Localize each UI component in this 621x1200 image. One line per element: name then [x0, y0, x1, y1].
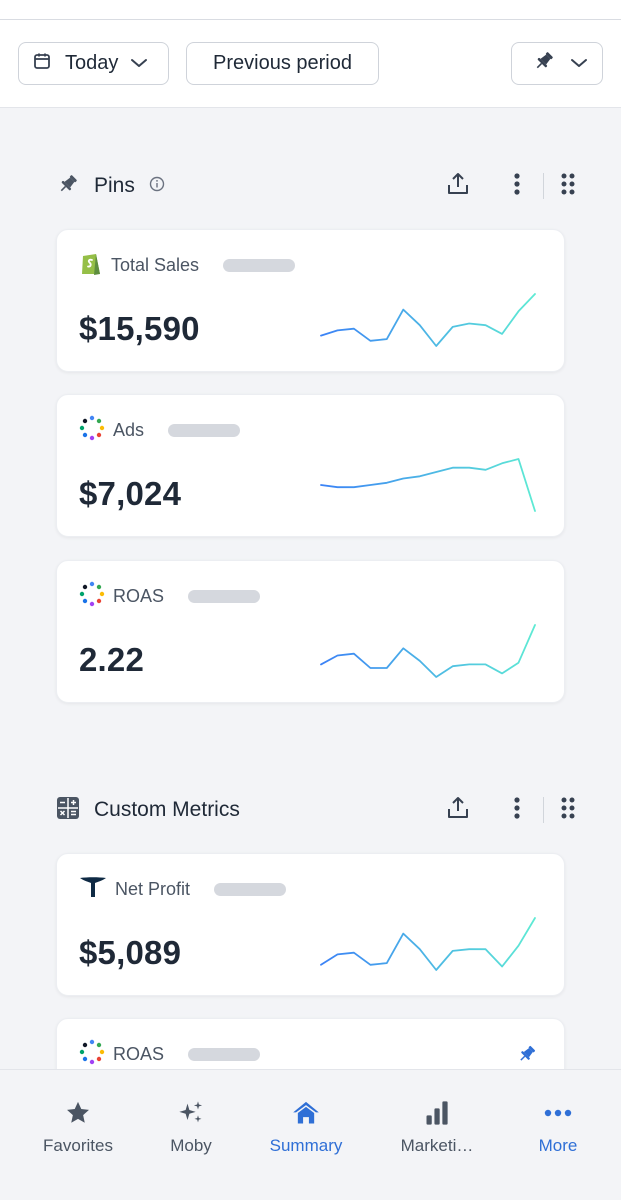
tab-summary[interactable]: Summary: [246, 1098, 366, 1156]
custom-metrics-section-header: Custom Metrics: [56, 792, 576, 828]
tab-label: More: [538, 1136, 578, 1155]
ads-dots-icon: [79, 415, 105, 446]
tab-moby[interactable]: Moby: [131, 1098, 251, 1156]
ellipsis-icon: [498, 1098, 618, 1128]
tab-label: Summary: [269, 1136, 343, 1155]
sparkline: [320, 293, 536, 347]
metric-value: $7,024: [79, 475, 182, 512]
sparkline-series: [320, 458, 536, 512]
chevron-down-icon: [570, 52, 588, 75]
loading-placeholder: [188, 589, 261, 603]
sparkline-series: [320, 624, 536, 678]
more-vertical-icon[interactable]: [513, 172, 521, 201]
share-icon[interactable]: [445, 171, 471, 202]
custom-metrics-section-title: Custom Metrics: [94, 798, 240, 821]
metric-card-roas[interactable]: ROAS 2.22: [56, 560, 565, 703]
metric-value: $5,089: [79, 934, 182, 971]
metric-name: ROAS: [113, 1043, 165, 1064]
info-icon[interactable]: [149, 176, 165, 197]
sparkline: [320, 458, 536, 512]
ads-dots-icon: [79, 1039, 105, 1070]
bar-chart-icon: [377, 1098, 497, 1128]
date-range-button[interactable]: Today: [18, 42, 169, 85]
home-icon: [246, 1098, 366, 1128]
top-divider: [0, 19, 621, 20]
tab-label: Favorites: [43, 1136, 113, 1155]
top-bar: Today Previous period: [0, 0, 621, 108]
tab-label: Moby: [170, 1136, 212, 1155]
triple-whale-icon: [79, 875, 107, 904]
compare-period-label: Previous period: [213, 52, 352, 74]
metric-card-total-sales[interactable]: Total Sales $15,590: [56, 229, 565, 372]
sparkline-series: [320, 917, 536, 971]
pin-menu-button[interactable]: [511, 42, 603, 85]
tab-more[interactable]: More: [498, 1098, 618, 1156]
loading-placeholder: [223, 258, 296, 272]
pins-section-title: Pins: [94, 174, 135, 197]
metric-name: Ads: [113, 419, 145, 440]
share-icon[interactable]: [445, 795, 471, 826]
chevron-down-icon: [130, 52, 148, 75]
metric-name: ROAS: [113, 585, 165, 606]
compare-period-button[interactable]: Previous period: [186, 42, 379, 85]
loading-placeholder: [188, 1047, 261, 1061]
loading-placeholder: [214, 882, 287, 896]
shopify-icon: [79, 250, 103, 281]
metric-name: Net Profit: [115, 878, 191, 899]
drag-handle-icon[interactable]: [560, 172, 576, 201]
tab-marketing[interactable]: Marketi…: [377, 1098, 497, 1156]
sparkles-icon: [131, 1098, 251, 1128]
pins-section-header: Pins: [56, 168, 576, 204]
header-divider: [543, 173, 544, 199]
pin-icon: [532, 49, 556, 79]
sparkline-series: [320, 293, 536, 347]
more-vertical-icon[interactable]: [513, 796, 521, 825]
sparkline: [320, 624, 536, 678]
tab-label: Marketi…: [400, 1136, 474, 1155]
metric-name: Total Sales: [111, 254, 200, 275]
calculator-icon: [56, 796, 80, 825]
metric-card-net-profit[interactable]: Net Profit $5,089: [56, 853, 565, 996]
bottom-tab-bar: Favorites Moby Summary Marketi… More: [0, 1069, 621, 1200]
pinned-icon[interactable]: [516, 1043, 538, 1070]
header-divider: [543, 797, 544, 823]
date-range-label: Today: [65, 52, 119, 74]
calendar-icon: [33, 52, 51, 76]
star-icon: [18, 1098, 138, 1128]
metric-value: 2.22: [79, 641, 145, 678]
drag-handle-icon[interactable]: [560, 796, 576, 825]
loading-placeholder: [168, 423, 241, 437]
metric-value: $15,590: [79, 310, 200, 347]
sparkline: [320, 917, 536, 971]
metric-card-ads[interactable]: Ads $7,024: [56, 394, 565, 537]
tab-favorites[interactable]: Favorites: [18, 1098, 138, 1156]
ads-dots-icon: [79, 581, 105, 612]
pin-icon: [56, 172, 80, 201]
